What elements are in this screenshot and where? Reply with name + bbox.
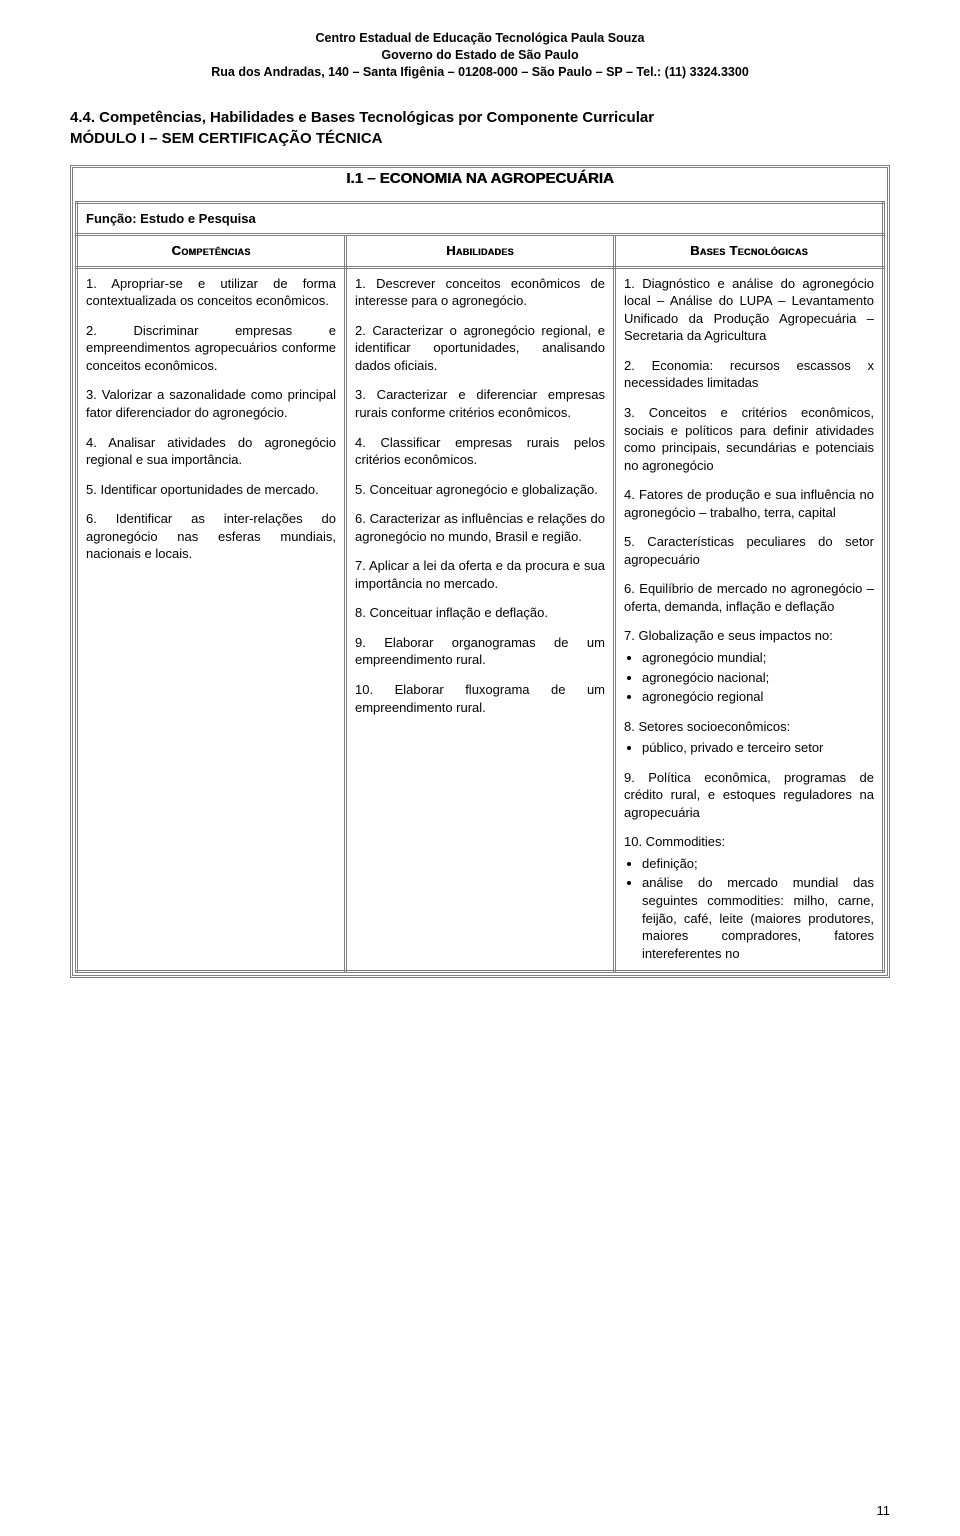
base-9: 9. Política econômica, programas de créd… — [624, 769, 874, 822]
base-10-list: definição; análise do mercado mundial da… — [624, 855, 874, 962]
base-7-b3: agronegócio regional — [642, 688, 874, 706]
header-line-2: Governo do Estado de São Paulo — [70, 47, 890, 64]
cell-habilidades: 1. Descrever conceitos econômicos de int… — [346, 267, 615, 972]
cell-bases: 1. Diagnóstico e análise do agronegócio … — [615, 267, 884, 972]
base-8-text: 8. Setores socioeconômicos: — [624, 719, 790, 734]
hab-2: 2. Caracterizar o agronegócio regional, … — [355, 322, 605, 375]
comp-4: 4. Analisar atividades do agronegócio re… — [86, 434, 336, 469]
base-10-b2: análise do mercado mundial das seguintes… — [642, 874, 874, 962]
base-7-b2: agronegócio nacional; — [642, 669, 874, 687]
base-10-b1: definição; — [642, 855, 874, 873]
section-subtitle: MÓDULO I – SEM CERTIFICAÇÃO TÉCNICA — [70, 130, 890, 147]
base-5: 5. Características peculiares do setor a… — [624, 533, 874, 568]
hab-4: 4. Classificar empresas rurais pelos cri… — [355, 434, 605, 469]
base-1: 1. Diagnóstico e análise do agronegócio … — [624, 275, 874, 345]
base-6: 6. Equilíbrio de mercado no agronegócio … — [624, 580, 874, 615]
hab-7: 7. Aplicar a lei da oferta e da procura … — [355, 557, 605, 592]
base-7: 7. Globalização e seus impactos no: agro… — [624, 627, 874, 705]
base-8-list: público, privado e terceiro setor — [624, 739, 874, 757]
funcao-row: Função: Estudo e Pesquisa — [77, 202, 884, 235]
comp-6: 6. Identificar as inter-relações do agro… — [86, 510, 336, 563]
header-line-1: Centro Estadual de Educação Tecnológica … — [70, 30, 890, 47]
comp-2: 2. Discriminar empresas e empreendimento… — [86, 322, 336, 375]
header-line-3: Rua dos Andradas, 140 – Santa Ifigênia –… — [70, 64, 890, 81]
page: Centro Estadual de Educação Tecnológica … — [0, 0, 960, 1536]
hab-1: 1. Descrever conceitos econômicos de int… — [355, 275, 605, 310]
base-2: 2. Economia: recursos escassos x necessi… — [624, 357, 874, 392]
cell-competencias: 1. Apropriar-se e utilizar de forma cont… — [77, 267, 346, 972]
col-habilidades: Habilidades — [346, 235, 615, 268]
hab-8: 8. Conceituar inflação e deflação. — [355, 604, 605, 622]
hab-10: 10. Elaborar fluxograma de um empreendim… — [355, 681, 605, 716]
base-7-list: agronegócio mundial; agronegócio naciona… — [624, 649, 874, 706]
competency-table: Função: Estudo e Pesquisa Competências H… — [75, 201, 885, 974]
base-8-b1: público, privado e terceiro setor — [642, 739, 874, 757]
comp-3: 3. Valorizar a sazonalidade como princip… — [86, 386, 336, 421]
hab-6: 6. Caracterizar as influências e relaçõe… — [355, 510, 605, 545]
base-3: 3. Conceitos e critérios econômicos, soc… — [624, 404, 874, 474]
funcao-label: Função: Estudo e Pesquisa — [86, 211, 256, 226]
comp-5: 5. Identificar oportunidades de mercado. — [86, 481, 336, 499]
section-title: 4.4. Competências, Habilidades e Bases T… — [70, 109, 890, 126]
base-8: 8. Setores socioeconômicos: público, pri… — [624, 718, 874, 757]
base-7-text: 7. Globalização e seus impactos no: — [624, 628, 833, 643]
content-box: I.1 – ECONOMIA NA AGROPECUÁRIA Função: E… — [70, 165, 890, 979]
col-competencias: Competências — [77, 235, 346, 268]
base-10-text: 10. Commodities: — [624, 834, 725, 849]
page-number: 11 — [877, 1503, 891, 1518]
unit-title: I.1 – ECONOMIA NA AGROPECUÁRIA — [75, 170, 885, 187]
hab-3: 3. Caracterizar e diferenciar empresas r… — [355, 386, 605, 421]
base-7-b1: agronegócio mundial; — [642, 649, 874, 667]
base-10: 10. Commodities: definição; análise do m… — [624, 833, 874, 962]
col-bases: Bases Tecnológicas — [615, 235, 884, 268]
letterhead: Centro Estadual de Educação Tecnológica … — [70, 30, 890, 81]
hab-9: 9. Elaborar organogramas de um empreendi… — [355, 634, 605, 669]
comp-1: 1. Apropriar-se e utilizar de forma cont… — [86, 275, 336, 310]
base-4: 4. Fatores de produção e sua influência … — [624, 486, 874, 521]
hab-5: 5. Conceituar agronegócio e globalização… — [355, 481, 605, 499]
